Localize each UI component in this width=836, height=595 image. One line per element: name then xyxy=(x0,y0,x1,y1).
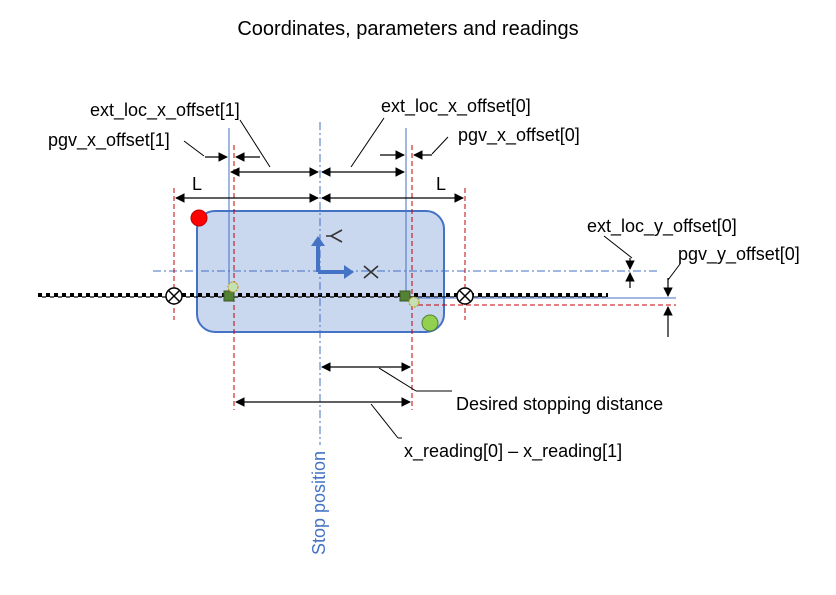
diagram-title: Coordinates, parameters and readings xyxy=(237,18,578,40)
track-line xyxy=(38,293,608,298)
track-end-right-icon xyxy=(456,287,474,305)
pgv-sensor-0-icon xyxy=(408,296,420,308)
rear-marker-icon xyxy=(421,314,439,332)
label-pgv-x-offset-1: pgv_x_offset[1] xyxy=(48,130,170,151)
label-desired-stopping-distance: Desired stopping distance xyxy=(456,394,663,414)
label-ext-loc-x-offset-1: ext_loc_x_offset[1] xyxy=(90,100,240,121)
label-pgv-x-offset-0: pgv_x_offset[0] xyxy=(458,125,580,146)
leader-x-reading-diff xyxy=(370,403,399,439)
label-stop-position: Stop position xyxy=(309,451,329,555)
pgv-sensor-1-icon xyxy=(227,281,239,293)
label-x-reading-diff: x_reading[0] – x_reading[1] xyxy=(404,441,622,462)
label-ext-loc-x-offset-0: ext_loc_x_offset[0] xyxy=(381,96,531,117)
leader-pgv-x-offset-1 xyxy=(183,140,205,157)
leader-pgv-y-offset-0 xyxy=(667,263,681,281)
leader-pgv-x-offset-0 xyxy=(431,136,449,155)
ext-loc-sensor-1-icon xyxy=(223,290,235,302)
vehicle-axes-icon xyxy=(311,229,379,279)
ext-loc-sensor-0-icon xyxy=(399,290,411,302)
track-end-left-icon xyxy=(165,287,183,305)
label-pgv-y-offset-0: pgv_y_offset[0] xyxy=(678,244,800,265)
leader-ext-loc-x-offset-1 xyxy=(239,119,271,168)
leader-desired-stopping-distance xyxy=(378,367,417,392)
front-marker-icon xyxy=(190,209,208,227)
label-L-right: L xyxy=(436,174,446,194)
label-L-left: L xyxy=(192,174,202,194)
leader-ext-loc-y-offset-0 xyxy=(603,235,633,259)
label-ext-loc-y-offset-0: ext_loc_y_offset[0] xyxy=(587,216,737,237)
leader-ext-loc-x-offset-0 xyxy=(350,117,385,168)
